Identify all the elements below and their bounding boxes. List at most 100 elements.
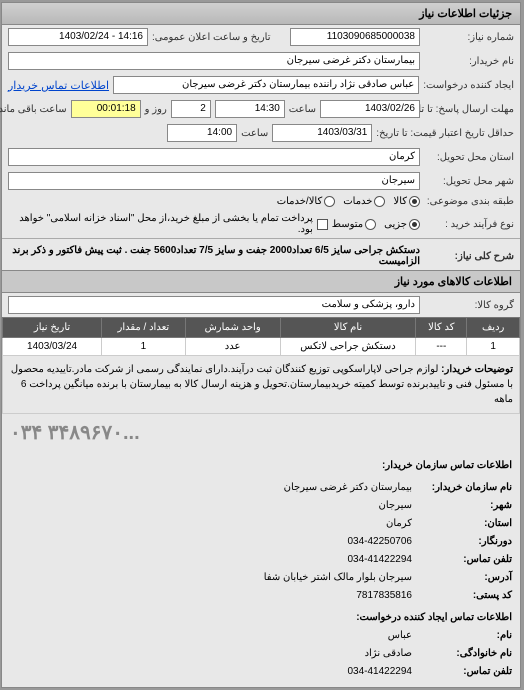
validity-label: حداقل تاریخ اعتبار قیمت: تا تاریخ: [377,128,515,139]
radio-icon [410,219,421,230]
th-unit: واحد شمارش [186,318,281,338]
key-desc: دستکش جراحی سایز 6/5 تعداد2000 جفت و سای… [9,245,421,267]
org-value: بیمارستان دکتر غرضی سیرجان [285,482,413,493]
province-label: استان محل تحویل: [425,152,515,163]
postal-label: کد پستی: [413,587,513,605]
row-buyer: نام خریدار: بیمارستان دکتر غرضی سیرجان [3,49,521,73]
days-field: 2 [172,100,212,118]
validity-date-field: 1403/03/31 [273,124,373,142]
details-panel: جزئیات اطلاعات نیاز شماره نیاز: 11030906… [2,2,522,688]
contact-title: اطلاعات تماس سازمان خریدار: [11,457,513,475]
th-code: کد کالا [417,318,468,338]
province-field: کرمان [9,148,421,166]
radio-motevasset[interactable]: متوسط [333,219,377,230]
radio-khadamat[interactable]: خدمات [344,196,386,207]
org-label: نام سازمان خریدار: [413,479,513,497]
fax-label: دورنگار: [413,533,513,551]
announce-date-label: تاریخ و ساعت اعلان عمومی: [153,32,272,43]
row-province: استان محل تحویل: کرمان [3,145,521,169]
row-group: گروه کالا: دارو، پزشکی و سلامت [3,293,521,317]
radio-kala[interactable]: کالا [394,196,421,207]
th-index: ردیف [468,318,521,338]
radio-jozi[interactable]: جزیی [385,219,421,230]
city-field: سیرجان [9,172,421,190]
radio-icon [375,196,386,207]
row-deadline: مهلت ارسال پاسخ: تا تاریخ: 1403/02/26 سا… [3,97,521,121]
cell-index: 1 [468,338,521,356]
radio-kala-khadamat[interactable]: کالا/خدمات [278,196,337,207]
row-creator: ایجاد کننده درخواست: عباس صادقی نژاد ران… [3,73,521,97]
row-budget: طبقه بندی موضوعی: کالا خدمات کالا/خدمات [3,193,521,210]
watermark-number: ۰۳۴ ۳۴۸۹۶۷۰... [3,414,521,451]
checkbox-payment[interactable] [318,219,329,230]
creator-label: ایجاد کننده درخواست: [424,80,515,91]
row-validity: حداقل تاریخ اعتبار قیمت: تا تاریخ: 1403/… [3,121,521,145]
phone-label: تلفن تماس: [413,551,513,569]
days-label: روز و [146,104,168,115]
desc-text: لوازم جراحی لاپاراسکوپی توزیع کنندگان ثب… [12,364,514,405]
table-row[interactable]: 1 --- دستکش جراحی لاتکس عدد 1 1403/03/24 [4,338,521,356]
radio-icon [366,219,377,230]
deadline-date-field: 1403/02/26 [321,100,421,118]
cell-date: 1403/03/24 [4,338,103,356]
c-city-value: سیرجان [380,500,414,511]
phone2-value: 034-41422294 [348,666,413,677]
buyer-field: بیمارستان دکتر غرضی سیرجان [9,52,421,70]
buyer-label: نام خریدار: [425,56,515,67]
cell-qty: 1 [103,338,187,356]
table-desc-row: توضیحات خریدار: لوازم جراحی لاپاراسکوپی … [4,356,521,414]
process-label: نوع فرآیند خرید : [425,219,515,230]
validity-time-field: 14:00 [168,124,238,142]
c-province-label: استان: [413,515,513,533]
goods-section-title: اطلاعات کالاهای مورد نیاز [3,270,521,293]
th-date: تاریخ نیاز [4,318,103,338]
key-label: شرح کلی نیاز: [425,251,515,262]
contact-section: اطلاعات تماس سازمان خریدار: نام سازمان خ… [3,451,521,687]
row-city: شهر محل تحویل: سیرجان [3,169,521,193]
phone2-label: تلفن تماس: [413,663,513,681]
address-value: سیرجان بلوار مالک اشتر خیابان شفا [265,572,413,583]
time-label-1: ساعت [290,104,317,115]
request-number-label: شماره نیاز: [425,32,515,43]
th-qty: تعداد / مقدار [103,318,187,338]
time-label-2: ساعت [242,128,269,139]
process-note: پرداخت تمام یا بخشی از مبلغ خرید،از محل … [9,213,314,235]
address-label: آدرس: [413,569,513,587]
family-value: صادقی نژاد [366,648,413,659]
creator-contact-title: اطلاعات تماس ایجاد کننده درخواست: [11,609,513,627]
c-province-value: کرمان [387,518,413,529]
th-name: نام کالا [281,318,417,338]
name-value: عباس [389,630,413,641]
family-label: نام خانوادگی: [413,645,513,663]
row-request-number: شماره نیاز: 1103090685000038 تاریخ و ساع… [3,25,521,49]
desc-label: توضیحات خریدار: [442,364,514,375]
deadline-label: مهلت ارسال پاسخ: تا تاریخ: [425,104,515,115]
cell-unit: عدد [186,338,281,356]
row-process: نوع فرآیند خرید : جزیی متوسط پرداخت تمام… [3,210,521,238]
process-radio-group: جزیی متوسط [333,219,421,230]
budget-radio-group: کالا خدمات کالا/خدمات [278,196,421,207]
phone-value: 034-41422294 [348,554,413,565]
contact-link[interactable]: اطلاعات تماس خریدار [9,79,110,92]
c-city-label: شهر: [413,497,513,515]
group-field: دارو، پزشکی و سلامت [9,296,421,314]
remaining-label: ساعت باقی مانده [0,104,68,115]
postal-value: 7817835816 [357,590,413,601]
goods-table: ردیف کد کالا نام کالا واحد شمارش تعداد /… [3,317,521,414]
row-key: شرح کلی نیاز: دستکش جراحی سایز 6/5 تعداد… [3,238,521,270]
request-number-field: 1103090685000038 [291,28,421,46]
announce-date-field: 14:16 - 1403/02/24 [9,28,149,46]
creator-field: عباس صادقی نژاد راننده بیمارستان دکتر غر… [114,76,420,94]
cell-code: --- [417,338,468,356]
cell-name: دستکش جراحی لاتکس [281,338,417,356]
table-header-row: ردیف کد کالا نام کالا واحد شمارش تعداد /… [4,318,521,338]
fax-value: 034-42250706 [348,536,413,547]
budget-label: طبقه بندی موضوعی: [425,196,515,207]
group-label: گروه کالا: [425,300,515,311]
radio-icon [410,196,421,207]
name-label: نام: [413,627,513,645]
deadline-time-field: 14:30 [216,100,286,118]
radio-icon [325,196,336,207]
panel-header: جزئیات اطلاعات نیاز [3,3,521,25]
remaining-time-field: 00:01:18 [72,100,142,118]
